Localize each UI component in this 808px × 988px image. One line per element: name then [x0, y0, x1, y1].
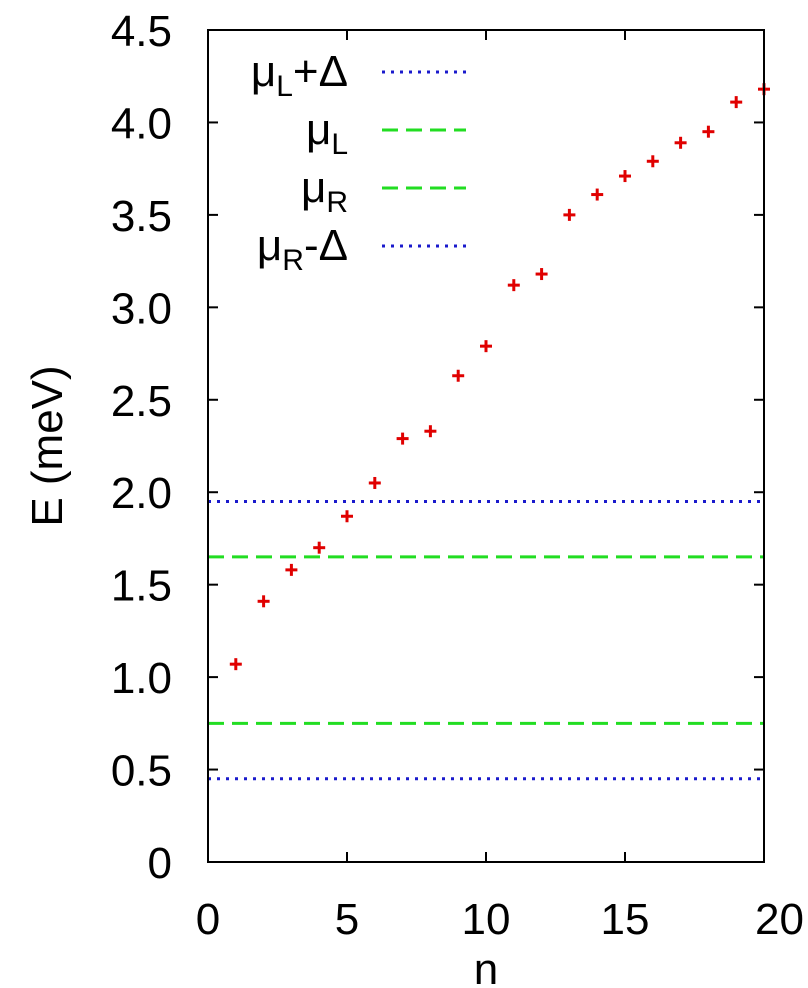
- data-point: [591, 188, 604, 201]
- data-point: [452, 369, 465, 382]
- data-point: [341, 510, 353, 523]
- data-point: [285, 563, 298, 576]
- y-tick-label: 3.0: [111, 284, 172, 333]
- y-tick-labels: 0 0.5 1.0 1.5 2.0 2.5 3.0 3.5 4.0 4.5: [111, 7, 172, 888]
- legend-label-3: μR: [301, 163, 348, 219]
- data-point: [396, 432, 409, 445]
- y-tick-label: 3.5: [111, 192, 172, 241]
- data-point: [424, 425, 437, 438]
- y-tick-label: 4.5: [111, 7, 172, 56]
- legend-label-4: μR-Δ: [257, 221, 348, 277]
- data-point: [563, 208, 576, 221]
- y-tick-label: 1.5: [111, 562, 172, 611]
- y-tick-label: 2.0: [111, 469, 172, 518]
- data-points: [229, 83, 770, 671]
- data-point: [229, 658, 242, 671]
- y-tick-label: 0.5: [111, 747, 172, 796]
- data-point: [257, 595, 270, 608]
- y-tick-label: 4.0: [111, 99, 172, 148]
- data-point: [507, 279, 520, 292]
- y-axis-label: E (meV): [23, 365, 72, 526]
- data-point: [368, 476, 381, 489]
- x-tick-label: 15: [601, 895, 650, 944]
- y-tick-label: 0: [148, 839, 172, 888]
- x-tick-label: 0: [196, 895, 220, 944]
- data-point: [480, 340, 492, 353]
- axis-ticks: [207, 29, 765, 863]
- data-point: [313, 541, 326, 554]
- x-tick-label: 10: [462, 895, 511, 944]
- legend-label-2: μL: [306, 105, 348, 161]
- data-point: [730, 96, 743, 109]
- reference-lines: [208, 499, 764, 781]
- x-tick-label: 20: [755, 895, 804, 944]
- x-axis-label: n: [474, 945, 498, 988]
- data-point: [646, 155, 659, 168]
- data-point: [619, 170, 631, 183]
- data-point: [535, 268, 548, 281]
- data-point: [674, 136, 687, 149]
- y-tick-label: 1.0: [111, 654, 172, 703]
- data-point: [702, 125, 715, 138]
- legend-label-1: μL+Δ: [251, 47, 348, 103]
- y-tick-label: 2.5: [111, 377, 172, 426]
- plot-frame: [207, 29, 765, 863]
- x-tick-labels: 0 5 10 15 20: [196, 895, 804, 944]
- x-tick-label: 5: [335, 895, 359, 944]
